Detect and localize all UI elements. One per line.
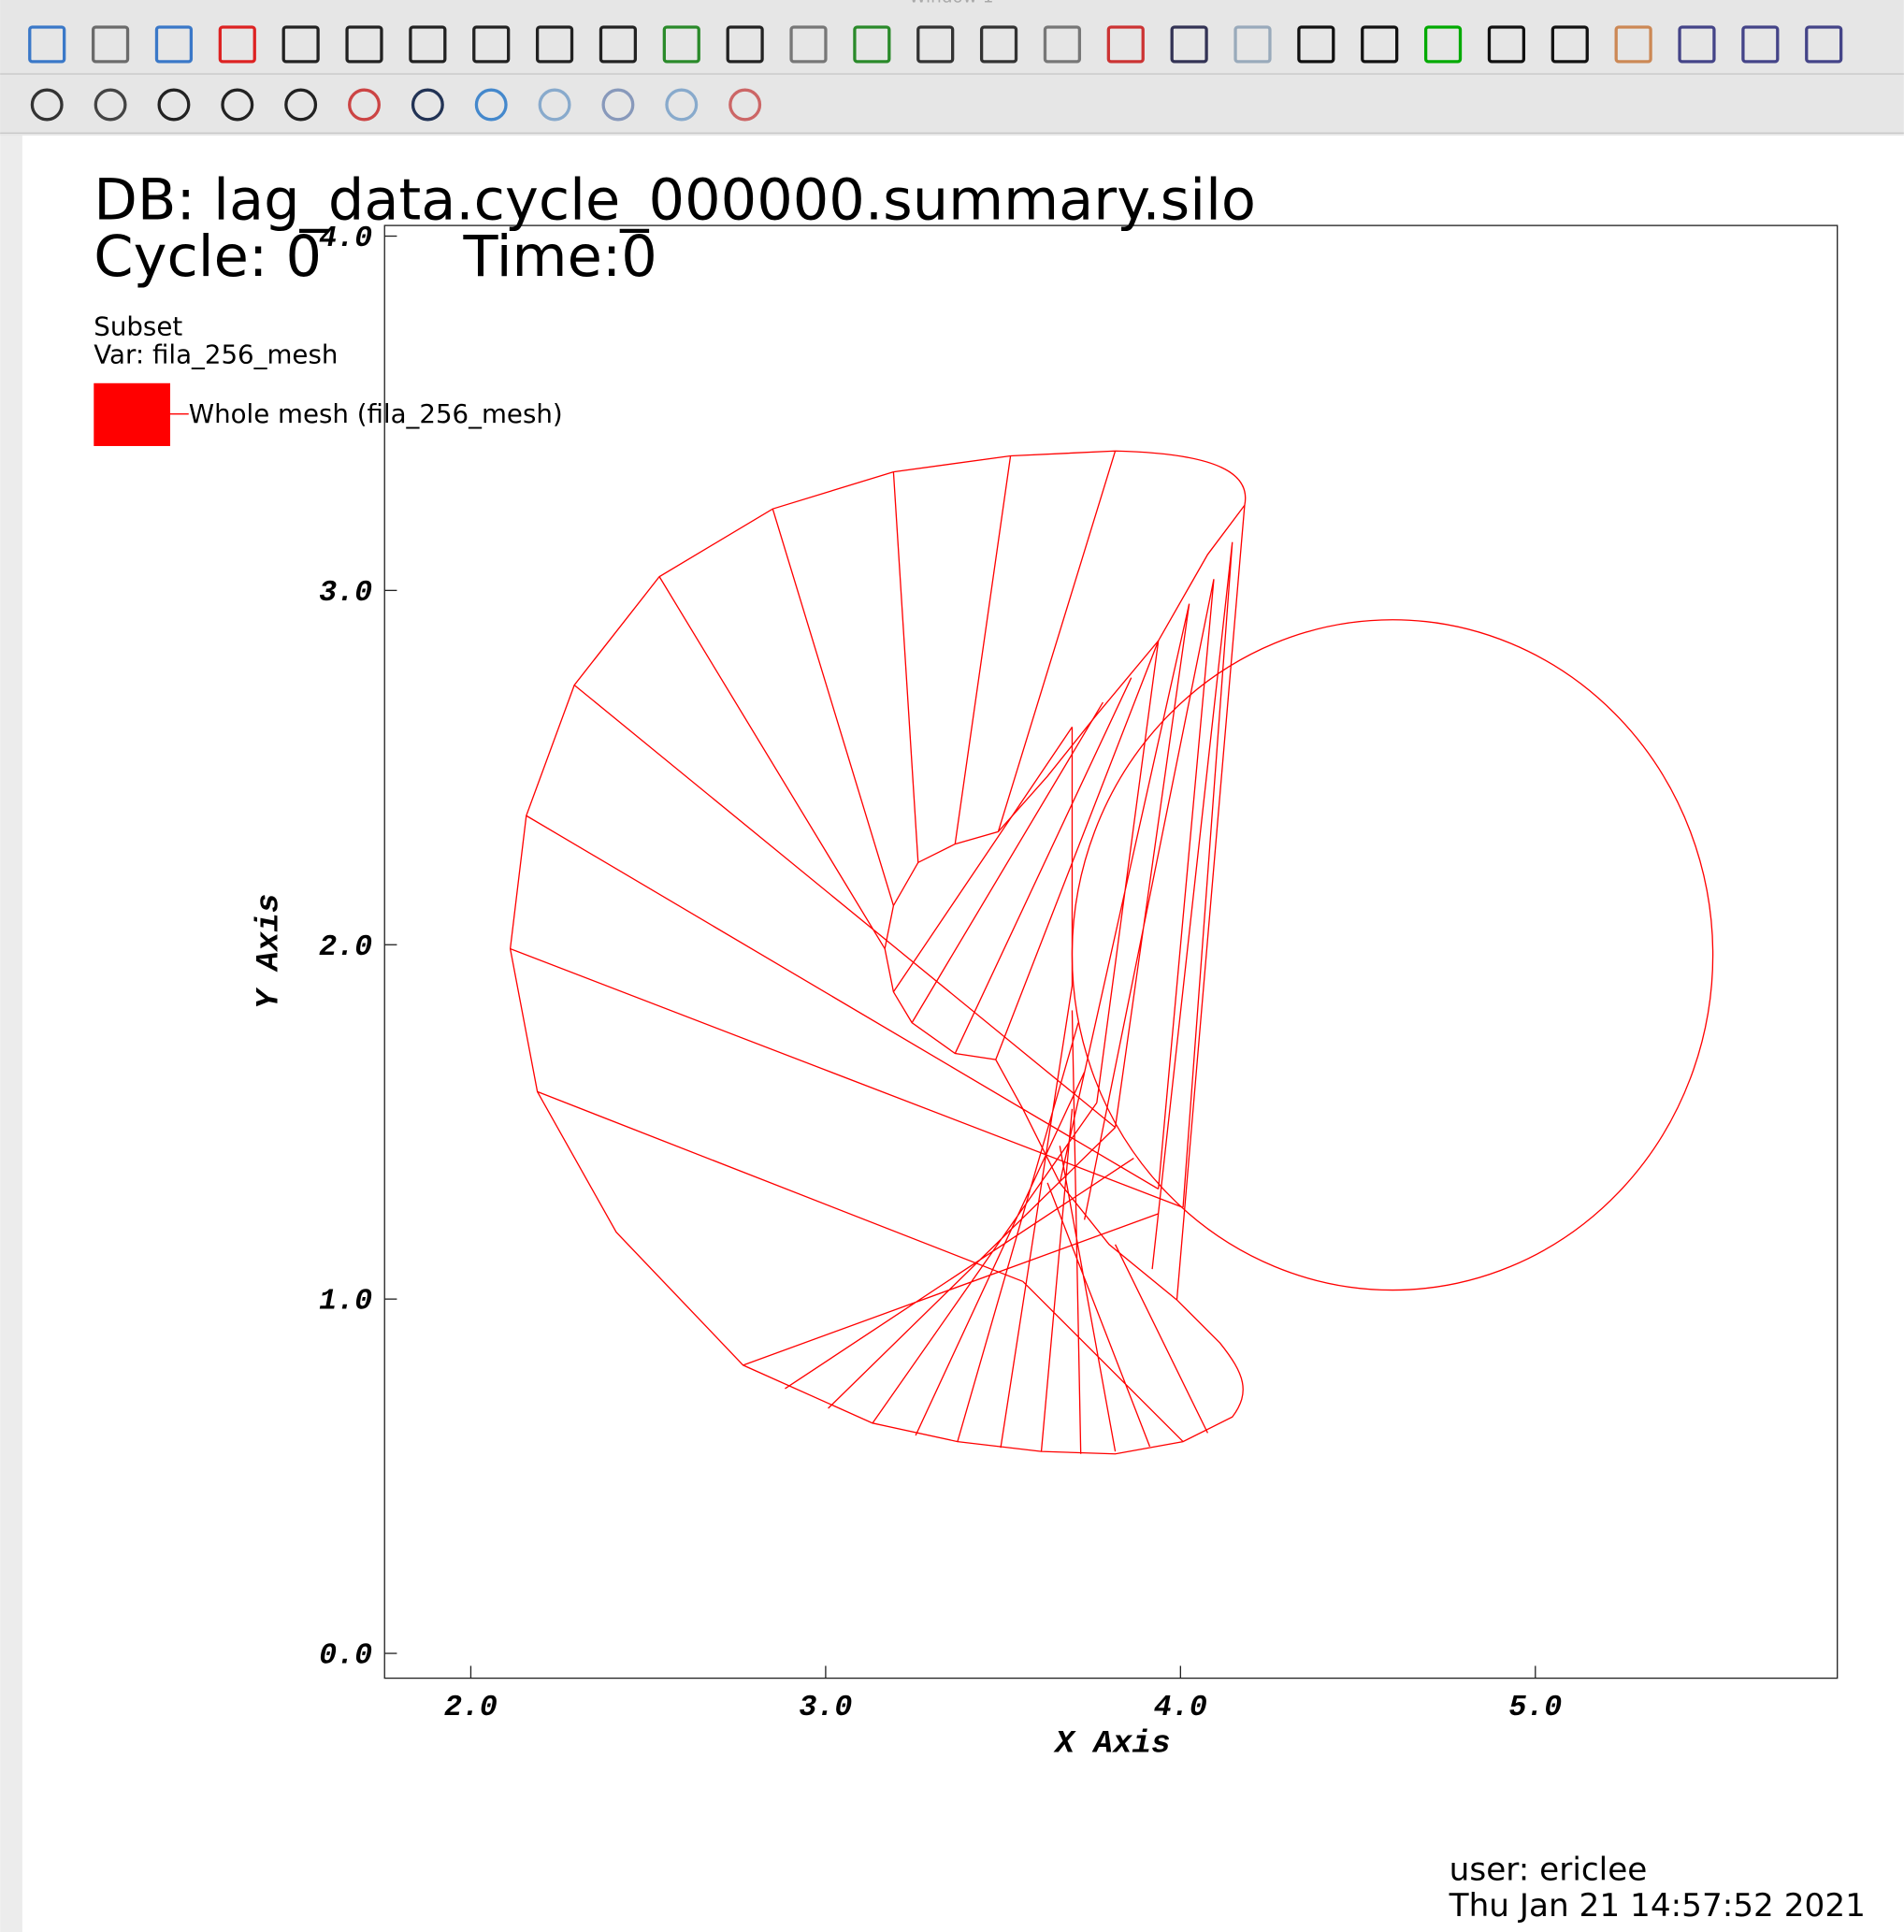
toolbar-icon [1233,25,1272,64]
user-label: user: ericlee [1450,1852,1648,1889]
toolbar-icon [665,88,699,122]
toolbar-icon [94,88,127,122]
toolbar-icon [599,25,638,64]
x-tick-label: 4.0 [1154,1692,1207,1724]
y-tick-label: 3.0 [319,577,372,610]
y-tick-label: 1.0 [319,1286,372,1319]
toolbar-icon [853,25,891,64]
mesh-circle [1071,619,1714,1291]
toolbar-icon [345,25,383,64]
toolbar-icon [474,88,508,122]
toolbar-icon [728,88,762,122]
toolbar-icon [662,25,700,64]
toolbar-icon [154,25,194,64]
y-axis-label: Y Axis [252,894,288,1009]
legend-var: Var: fila_256_mesh [94,339,338,370]
cycle-label: Cycle: 0 [94,224,322,290]
side-strip [0,0,22,1932]
mesh [509,450,1714,1455]
toolbar-icon [472,25,511,64]
toolbar-icon [1361,25,1399,64]
toolbar-icon [411,88,444,122]
toolbar-icon [916,25,955,64]
mesh-edges [510,451,1246,1454]
toolbar-icon [284,88,318,122]
toolbar-icon [1297,25,1335,64]
toolbar-icon [91,25,130,64]
toolbar-icon [1423,25,1463,64]
toolbar-icon [1551,25,1589,64]
toolbar-icon [535,25,574,64]
plot-frame [383,224,1839,1680]
x-axis-label: X Axis [1053,1726,1170,1763]
toolbar-icon [979,25,1018,64]
axes: 2.0 3.0 4.0 5.0 0.0 1.0 2.0 3.0 4.0 [319,223,1562,1724]
legend-entry: Whole mesh (fila_256_mesh) [189,398,563,429]
x-tick-label: 5.0 [1508,1692,1562,1724]
toolbar-icon [1170,25,1208,64]
toolbar-icon [281,25,320,64]
legend-title: Subset [94,310,182,341]
window-title: Window 1 [909,0,993,7]
toolbar-icon [409,25,447,64]
toolbar-icon [726,25,764,64]
toolbar-icon [1487,25,1526,64]
toolbar-icon [348,88,381,122]
toolbar-icon [157,88,191,122]
toolbar-icon [1043,25,1082,64]
y-tick-label: 2.0 [319,931,372,964]
toolbar-icon [538,88,571,122]
toolbar-icon [1678,25,1716,64]
x-tick-label: 3.0 [799,1692,852,1724]
toolbar-icon [30,88,64,122]
plot: 2.0 3.0 4.0 5.0 0.0 1.0 2.0 3.0 4.0 X Axis Y Axi… [252,223,1839,1763]
y-tick-label: 0.0 [319,1640,372,1673]
date-label: Thu Jan 21 14:57:52 2021 [1449,1887,1866,1925]
toolbar-icon [221,88,254,122]
time-label: Time:0 [463,224,657,290]
toolbar-icon [1741,25,1780,64]
toolbar-icon [218,25,256,64]
y-tick-label: 4.0 [319,223,372,255]
x-tick-label: 2.0 [444,1692,498,1724]
toolbar-icon [601,88,635,122]
legend-swatch [94,382,170,446]
db-label: DB: lag_data.cycle_000000.summary.silo [94,168,1256,234]
toolbar-icon [28,25,66,64]
toolbar [28,25,1843,122]
toolbar-icon [1106,25,1145,64]
toolbar-area [0,0,1904,136]
toolbar-icon [1805,25,1843,64]
toolbar-icon [789,25,828,64]
toolbar-icon [1614,25,1652,64]
